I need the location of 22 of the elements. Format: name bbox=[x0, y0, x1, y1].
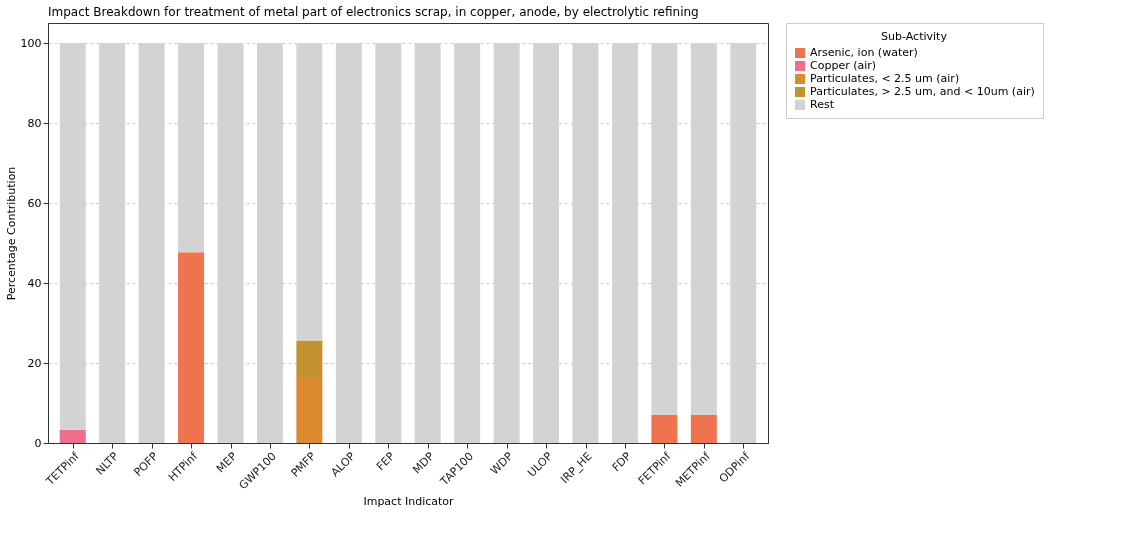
y-tick-label: 100 bbox=[20, 36, 42, 50]
legend-label: Copper (air) bbox=[810, 59, 877, 72]
legend-title: Sub-Activity bbox=[881, 30, 948, 43]
legend-label: Particulates, < 2.5 um (air) bbox=[810, 72, 960, 85]
y-tick-label: 40 bbox=[27, 276, 42, 290]
bar bbox=[59, 429, 86, 443]
bar bbox=[690, 415, 717, 443]
bar bbox=[296, 379, 323, 443]
bar bbox=[178, 252, 205, 443]
y-axis-title: Percentage Contribution bbox=[4, 166, 18, 301]
y-tick-label: 0 bbox=[34, 436, 42, 450]
y-tick-label: 80 bbox=[27, 116, 42, 130]
legend-label: Particulates, > 2.5 um, and < 10um (air) bbox=[810, 85, 1035, 98]
bar bbox=[296, 340, 323, 379]
y-tick-label: 60 bbox=[27, 196, 42, 210]
bar bbox=[651, 415, 678, 443]
legend-label: Arsenic, ion (water) bbox=[810, 46, 918, 59]
x-axis-title: Impact Indicator bbox=[363, 494, 455, 508]
chart-title: Impact Breakdown for treatment of metal part of electronics scrap, in copper, anode, by electrolytic refining bbox=[48, 4, 699, 19]
x-tick-label: FEP bbox=[373, 449, 398, 474]
y-tick-label: 20 bbox=[27, 356, 42, 370]
legend-label: Rest bbox=[810, 98, 835, 111]
